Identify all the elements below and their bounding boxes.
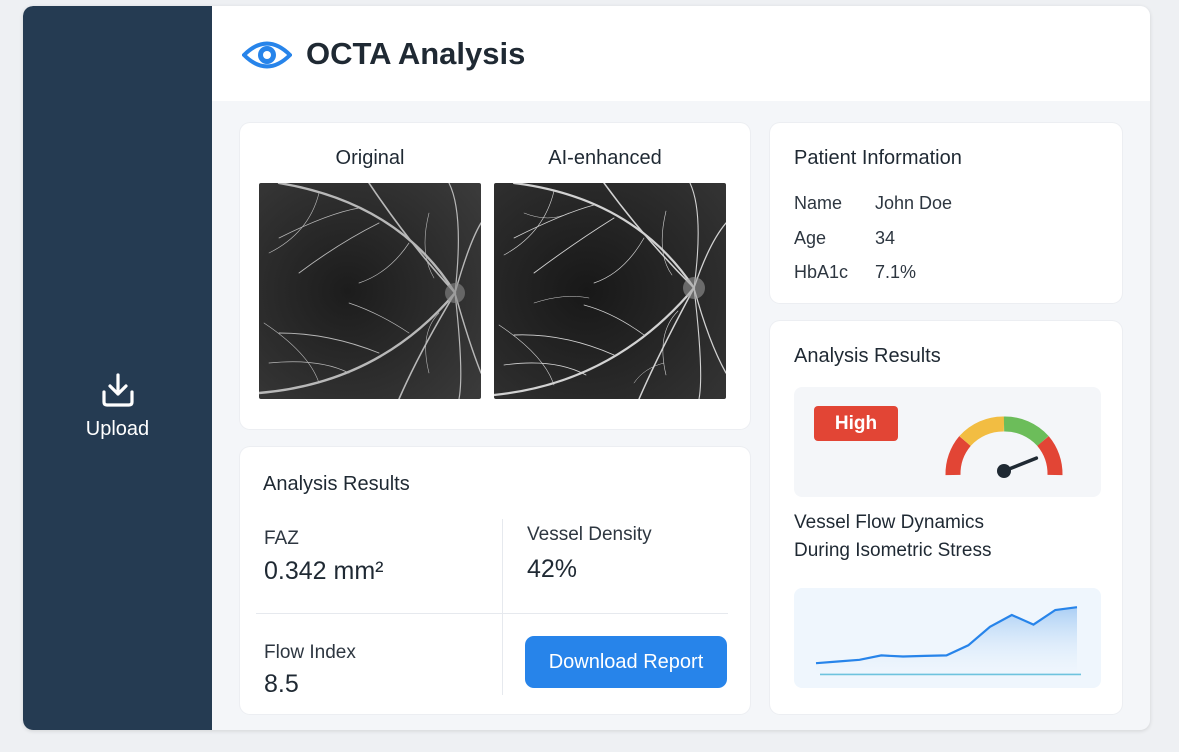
gauge-segment-red-right	[1037, 436, 1063, 476]
image-comparison-card: Original AI-enhanced	[240, 123, 750, 429]
flow-chart-panel	[794, 588, 1101, 688]
sidebar: Upload	[23, 6, 212, 730]
upload-label: Upload	[85, 418, 150, 440]
analysis-results-title: Analysis Results	[263, 473, 410, 495]
upload-button[interactable]: Upload	[23, 372, 212, 441]
patient-age-value: 34	[875, 228, 896, 248]
page-title: OCTA Analysis	[306, 36, 526, 71]
patient-age-label: Age	[794, 228, 827, 248]
metrics-divider-horizontal	[256, 613, 728, 614]
risk-gauge-panel: High	[794, 387, 1101, 497]
patient-info-card: Patient Information Name John Doe Age 34…	[770, 123, 1122, 303]
faz-value: 0.342 mm²	[264, 557, 384, 585]
faz-label: FAZ	[264, 528, 299, 549]
gauge-hub	[997, 464, 1011, 478]
original-octa-image[interactable]	[259, 183, 481, 399]
patient-name-label: Name	[794, 193, 843, 213]
gauge-segment-green	[1003, 416, 1049, 447]
flow-chart-title-line1: Vessel Flow Dynamics	[794, 512, 985, 533]
flow-area-fill	[816, 607, 1077, 675]
flow-series-line	[815, 606, 1078, 665]
analysis-results-card: Analysis Results FAZ 0.342 mm² Vessel De…	[240, 447, 750, 714]
upload-icon	[101, 373, 134, 407]
patient-hba1c-label: HbA1c	[794, 262, 849, 282]
patient-name-value: John Doe	[875, 193, 953, 213]
metrics-divider-vertical	[502, 519, 503, 695]
header: OCTA Analysis	[212, 6, 1150, 101]
download-report-button[interactable]: Download Report	[525, 636, 727, 688]
vessel-density-value: 42%	[527, 555, 578, 583]
app-window: Upload OCTA Analysis Original AI-enhance…	[23, 6, 1150, 730]
patient-info-title: Patient Information	[794, 147, 962, 169]
original-image-label: Original	[335, 147, 405, 169]
eye-icon	[242, 41, 292, 69]
flow-chart-title: Vessel Flow Dynamics During Isometric St…	[794, 509, 991, 565]
vessel-density-label: Vessel Density	[527, 524, 652, 545]
gauge-segment-yellow	[959, 416, 1005, 447]
risk-gauge	[945, 416, 1063, 478]
flow-chart	[815, 606, 1081, 676]
risk-analysis-title: Analysis Results	[794, 345, 941, 367]
patient-hba1c-value: 7.1%	[875, 262, 917, 282]
enhanced-image-label: AI-enhanced	[548, 147, 662, 169]
flow-chart-title-line2: During Isometric Stress	[794, 540, 992, 561]
gauge-segment-red-left	[945, 436, 971, 476]
risk-level-badge: High	[814, 406, 898, 441]
enhanced-octa-image[interactable]	[494, 183, 726, 399]
flow-index-label: Flow Index	[264, 642, 356, 663]
flow-index-value: 8.5	[264, 670, 299, 698]
risk-analysis-card: Analysis Results High Vessel Flow Dynami…	[770, 321, 1122, 714]
